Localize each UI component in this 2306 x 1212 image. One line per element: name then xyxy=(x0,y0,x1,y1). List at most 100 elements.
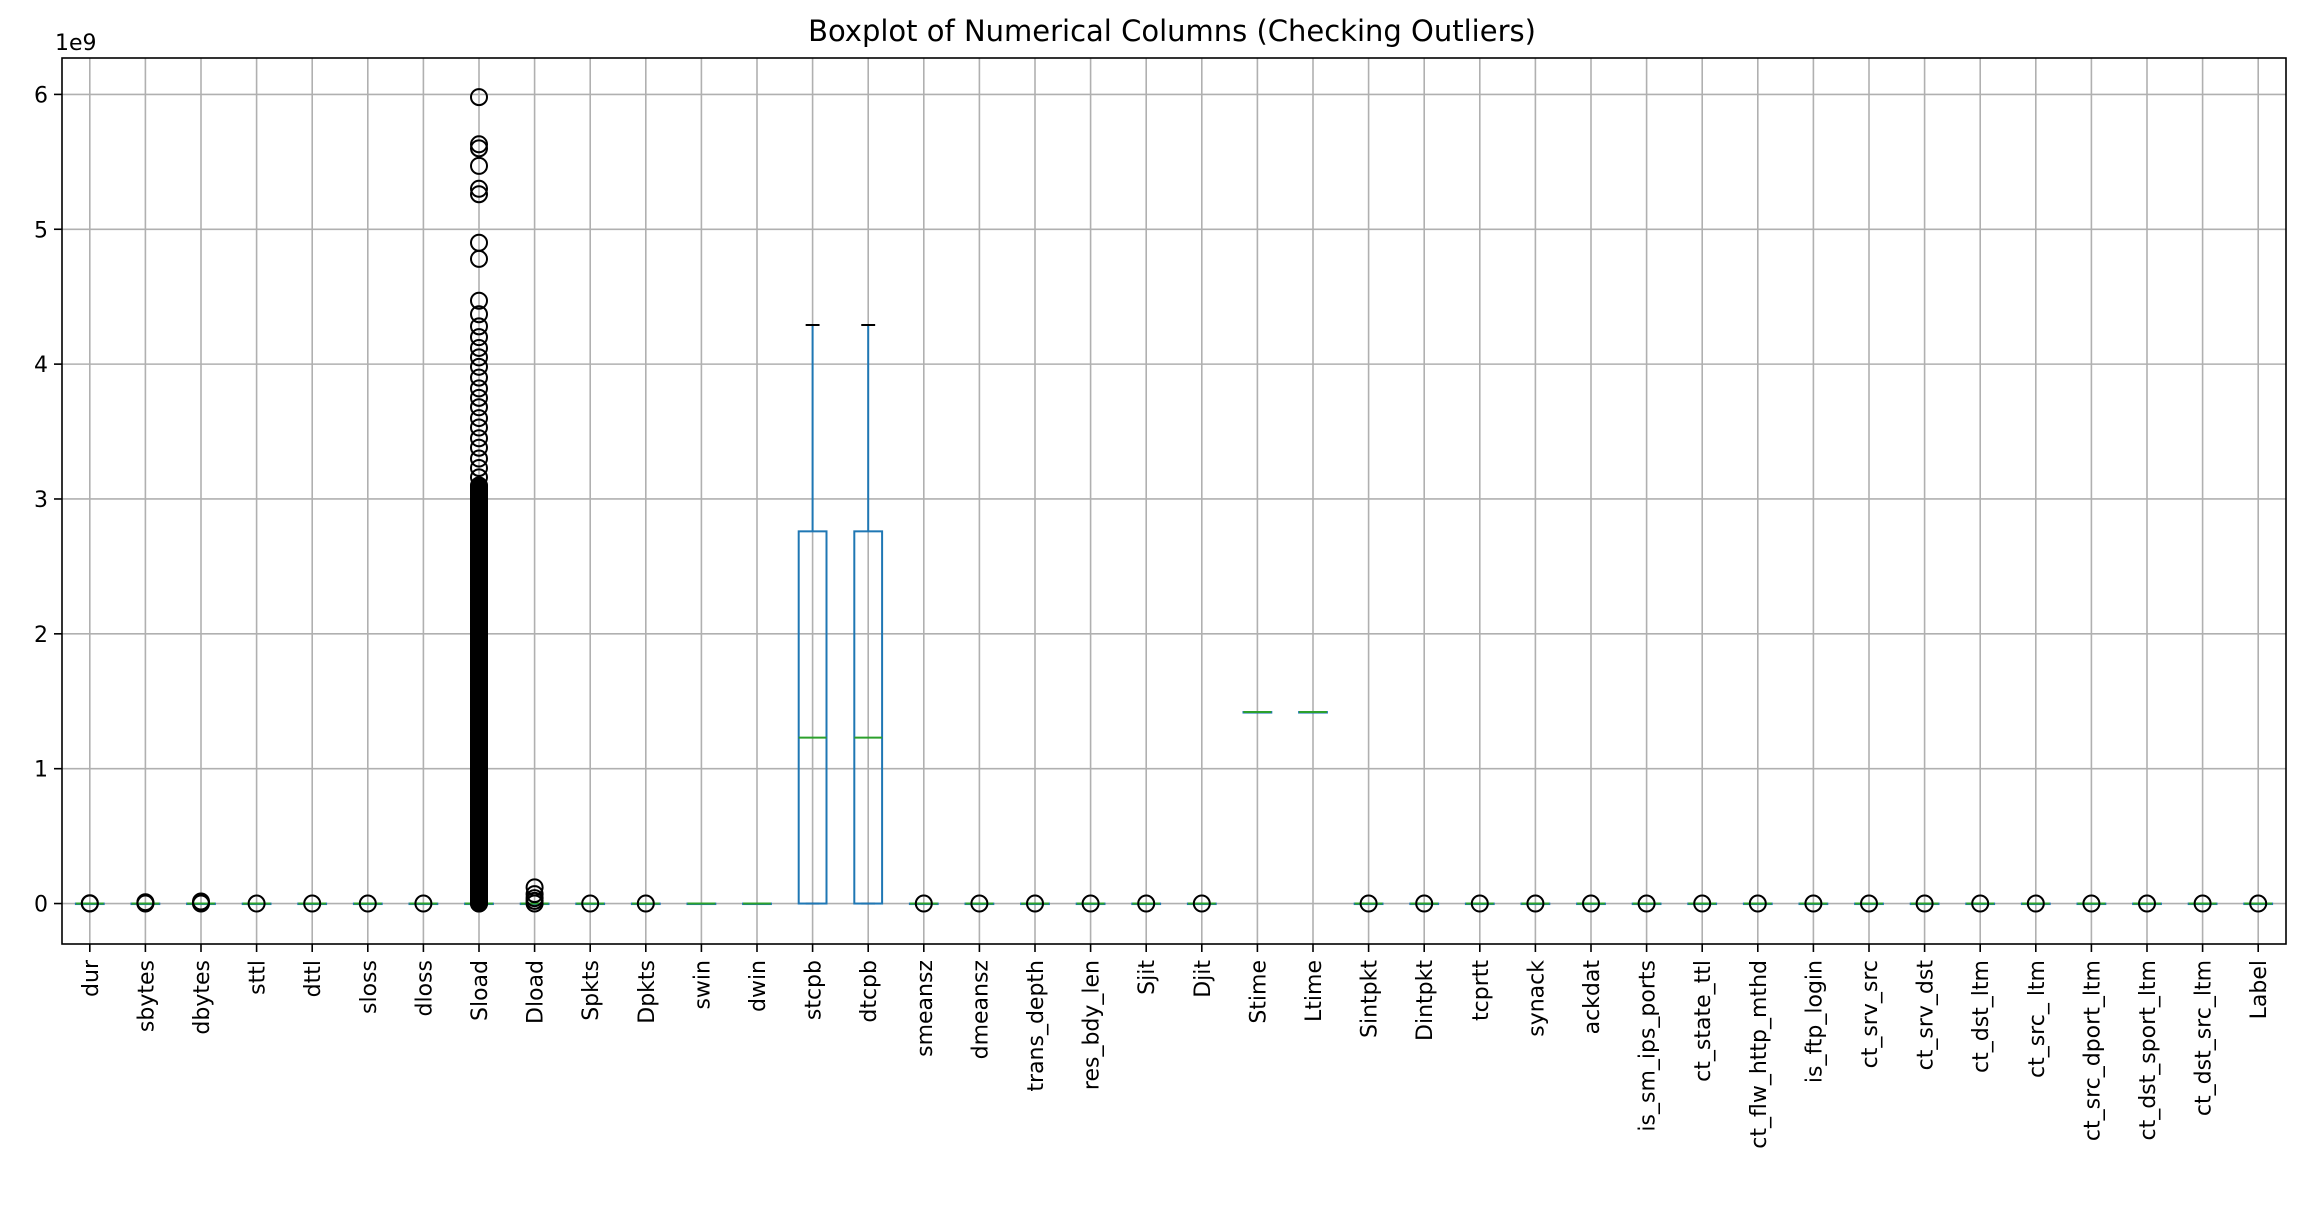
x-tick-label: ct_src_ ltm xyxy=(2025,960,2050,1078)
outlier-point xyxy=(470,88,488,107)
outlier-point xyxy=(914,894,933,913)
outlier-point xyxy=(358,894,377,913)
outlier-point xyxy=(470,156,488,175)
outlier-point xyxy=(470,328,488,347)
x-tick-label: dbytes xyxy=(190,960,215,1035)
box-ct_src_ ltm xyxy=(2020,894,2051,913)
box-ct_dst_ltm xyxy=(1965,894,1996,913)
x-tick-label: ct_dst_src_ltm xyxy=(2192,960,2217,1116)
outlier-point xyxy=(470,418,488,437)
axes: 0 1 2 3 4 5 6 dur sbytes dbytes sttl dttl sloss dloss… xyxy=(34,57,2287,1149)
outlier-point xyxy=(636,894,655,913)
x-tick-label: Stime xyxy=(1246,960,1271,1024)
box-sloss xyxy=(352,894,383,913)
x-tick-label: ackdat xyxy=(1580,960,1605,1035)
x-tick-label: dur xyxy=(79,959,104,997)
box-Stime xyxy=(1242,711,1273,714)
x-tick-label: ct_src_dport_ltm xyxy=(2080,960,2105,1141)
box-Label xyxy=(2243,894,2274,913)
outlier-point xyxy=(470,357,488,376)
box-Sjit xyxy=(1131,894,1162,913)
x-tick-label: Ltime xyxy=(1302,960,1327,1022)
box-dur xyxy=(74,894,105,913)
box-dmeansz xyxy=(964,894,995,913)
outlier-point xyxy=(1359,894,1378,913)
outlier-point xyxy=(1971,894,1990,913)
x-tick-label: smeansz xyxy=(913,960,938,1057)
box-ackdat xyxy=(1576,894,1606,913)
x-tick-label: sbytes xyxy=(134,960,159,1032)
box-sbytes xyxy=(130,893,161,913)
box-is_ftp_login xyxy=(1798,894,1829,913)
outlier-point xyxy=(1804,894,1823,913)
outlier-point xyxy=(1693,894,1712,913)
outlier-point xyxy=(470,409,488,428)
box-ct_flw_http_mthd xyxy=(1742,894,1773,913)
box-smeansz xyxy=(908,894,939,913)
box-Dload xyxy=(519,878,550,913)
box-Sintpkt xyxy=(1353,894,1384,913)
box-dtcpb xyxy=(853,324,884,905)
outlier-point xyxy=(470,338,488,357)
x-tick-label: is_ftp_login xyxy=(1802,960,1827,1083)
box-dloss xyxy=(408,894,439,913)
x-tick-label: ct_flw_http_mthd xyxy=(1747,960,1772,1149)
outlier-point xyxy=(581,894,600,913)
outlier-point xyxy=(1026,894,1044,913)
x-tick-label: sttl xyxy=(246,960,271,995)
x-tick-label: dloss xyxy=(412,960,437,1016)
x-tick-label: swin xyxy=(690,960,715,1010)
box-ct_state_ttl xyxy=(1687,894,1718,913)
box-dttl xyxy=(297,894,328,913)
outlier-point xyxy=(470,438,488,457)
box-ct_srv_dst xyxy=(1909,894,1940,913)
outlier-point xyxy=(470,368,488,387)
box-Ltime xyxy=(1298,711,1328,714)
box-stcpb xyxy=(797,324,828,905)
x-tick-label: Dpkts xyxy=(635,960,660,1024)
box-Dintpkt xyxy=(1409,894,1440,913)
outlier-point xyxy=(2082,894,2101,913)
outlier-point xyxy=(1081,894,1100,913)
x-tick-label: Label xyxy=(2247,960,2272,1019)
outlier-point xyxy=(470,185,488,204)
outlier-point xyxy=(192,892,210,911)
y-tick-label: 1 xyxy=(34,758,48,783)
y-tick-label: 2 xyxy=(34,623,48,648)
box-ct_dst_src_ltm xyxy=(2187,894,2218,913)
outlier-point xyxy=(470,449,488,468)
box-iqr xyxy=(797,530,828,905)
x-tick-label: is_sm_ips_ports xyxy=(1636,960,1661,1132)
box-ct_srv_src xyxy=(1854,894,1884,913)
y-tick-label: 0 xyxy=(34,893,48,918)
x-tick-label: trans_depth xyxy=(1024,960,1049,1092)
box-res_bdy_len xyxy=(1075,894,1106,913)
outlier-point xyxy=(970,894,989,913)
outlier-point xyxy=(470,249,488,268)
outlier-point xyxy=(525,894,544,913)
outlier-point xyxy=(2193,894,2212,913)
x-tick-label: ct_state_ttl xyxy=(1691,960,1716,1082)
y-tick-label: 5 xyxy=(34,218,48,243)
x-tick-label: dttl xyxy=(301,960,326,997)
box-Sload-dense-fliers xyxy=(470,477,488,913)
outlier-point xyxy=(470,477,488,496)
x-tick-label: res_bdy_len xyxy=(1080,960,1105,1090)
x-tick-label: Dintpkt xyxy=(1413,960,1438,1041)
box-synack xyxy=(1520,894,1551,913)
outlier-point xyxy=(1192,894,1211,913)
outlier-point xyxy=(470,317,488,336)
x-tick-label: tcprtt xyxy=(1469,960,1494,1021)
x-tick-label: dwin xyxy=(746,960,771,1012)
outlier-point xyxy=(1637,894,1656,913)
outlier-point xyxy=(1748,894,1767,913)
outlier-point xyxy=(2249,894,2268,913)
x-tick-label: dmeansz xyxy=(968,960,993,1059)
box-ct_src_dport_ltm xyxy=(2076,894,2107,913)
box-Spkts xyxy=(575,894,606,913)
box-iqr xyxy=(853,530,884,905)
box-Dpkts xyxy=(630,894,661,913)
box-trans_depth xyxy=(1020,894,1050,913)
